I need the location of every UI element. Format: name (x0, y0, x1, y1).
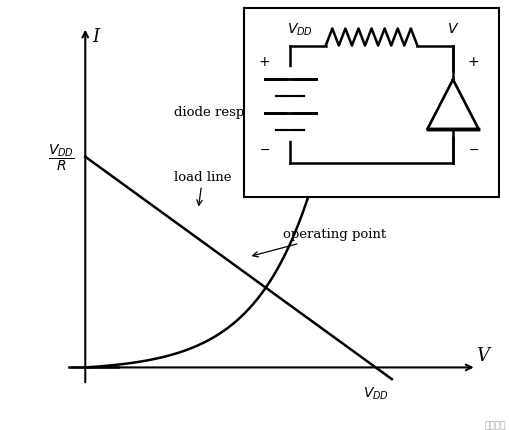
Text: +: + (468, 55, 479, 68)
Text: $\dfrac{V_{DD}}{R}$: $\dfrac{V_{DD}}{R}$ (48, 142, 75, 173)
Text: +: + (259, 55, 270, 68)
Text: operating point: operating point (252, 228, 386, 257)
Text: $-$: $-$ (468, 142, 479, 155)
Text: V: V (476, 346, 490, 364)
Text: $V_{DD}$: $V_{DD}$ (287, 22, 314, 38)
Text: $V$: $V$ (447, 22, 459, 36)
Polygon shape (428, 80, 478, 130)
Polygon shape (428, 80, 478, 130)
Text: load line: load line (174, 170, 232, 206)
Text: 创新互联: 创新互联 (485, 420, 506, 429)
Text: $-$: $-$ (259, 142, 270, 155)
Text: I: I (93, 28, 100, 46)
Text: diode response: diode response (174, 93, 317, 118)
Text: $V_{DD}$: $V_{DD}$ (363, 385, 389, 402)
